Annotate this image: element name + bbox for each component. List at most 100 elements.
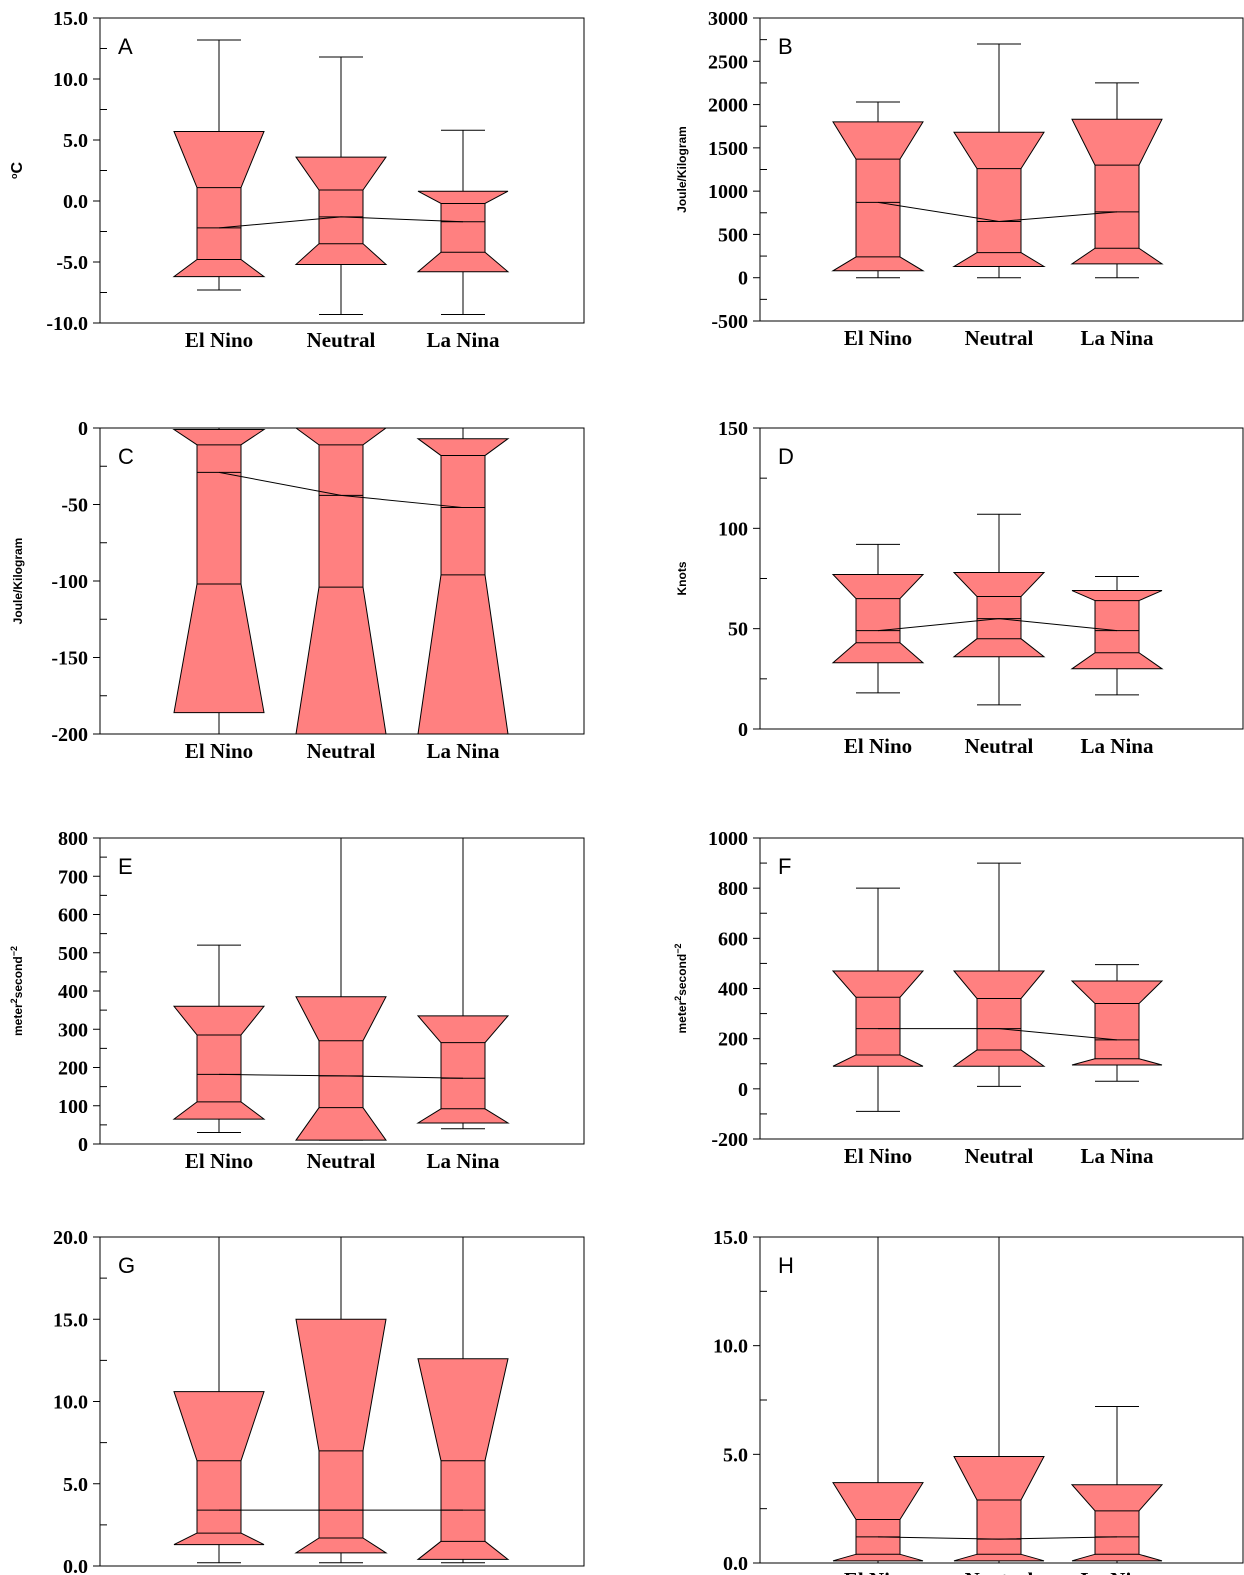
notched-box (294, 427, 388, 735)
panel-G: 0.0 5.0 10.0 15.0 20.0 G El Nino Neutral La Nina (53, 1227, 585, 1575)
y-tick-label: 0.0 (723, 1553, 748, 1575)
box-la-nina (416, 427, 510, 735)
x-category-label: El Nino (844, 326, 912, 350)
x-category-label: La Nina (1081, 1144, 1154, 1168)
x-category-label: La Nina (427, 739, 500, 763)
notched-box (831, 970, 925, 1067)
x-category-label: El Nino (844, 734, 912, 758)
notched-box (952, 970, 1046, 1067)
notched-box (831, 121, 925, 272)
x-category-label: Neutral (307, 739, 376, 763)
panel-letter: C (118, 444, 134, 469)
y-axis-label-unit: C (9, 162, 26, 174)
y-tick-label: 20.0 (53, 1227, 88, 1249)
box-la-nina (1070, 575, 1164, 696)
y-tick-label: -150 (51, 648, 88, 670)
notched-box (1070, 980, 1164, 1066)
y-tick-label: 200 (718, 1029, 748, 1051)
y-tick-label: 2500 (708, 51, 748, 73)
y-tick-label: 0 (738, 1079, 748, 1101)
y-axis-label-superscript: 2 (9, 998, 19, 1003)
box-el-nino (832, 1236, 924, 1564)
box-la-nina (416, 837, 510, 1130)
x-category-label: El Nino (844, 1144, 912, 1168)
y-tick-label: 15.0 (53, 8, 88, 30)
median-connector (877, 618, 1118, 632)
x-category-label: Neutral (965, 734, 1034, 758)
y-tick-label: 5.0 (723, 1444, 748, 1466)
y-tick-label: -50 (61, 495, 88, 517)
x-category-label: La Nina (1081, 734, 1154, 758)
x-category-label: La Nina (1081, 1568, 1154, 1575)
y-tick-label: 400 (58, 981, 88, 1003)
panel-A: -10.0 -5.0 0.0 5.0 10.0 15.0 AoC El Nino Neutral… (9, 8, 585, 352)
x-category-label: La Nina (427, 1149, 500, 1173)
y-axis-label-part: second (11, 956, 25, 998)
y-tick-label: 10.0 (53, 1392, 88, 1414)
y-tick-label: 400 (718, 979, 748, 1001)
y-axis-label: oC (9, 162, 26, 180)
y-tick-label: 1500 (708, 138, 748, 160)
y-axis-label: meter2second−2 (673, 944, 689, 1034)
notched-box (416, 190, 510, 273)
notched-box (831, 573, 925, 664)
x-category-label: El Nino (844, 1568, 912, 1575)
y-tick-label: 600 (58, 905, 88, 927)
y-tick-label: 200 (58, 1058, 88, 1080)
box-el-nino (172, 944, 266, 1134)
x-category-label: La Nina (427, 1571, 500, 1575)
y-tick-label: -500 (711, 311, 748, 333)
y-tick-label: -200 (51, 724, 88, 746)
y-tick-label: 0 (738, 268, 748, 290)
y-tick-label: 0.0 (63, 191, 88, 213)
box-la-nina (1070, 1406, 1164, 1564)
box-la-nina (1070, 964, 1164, 1082)
box-el-nino (831, 543, 925, 694)
y-tick-label: 0 (78, 418, 88, 440)
y-axis-label-part: meter (675, 1000, 689, 1033)
median-connector (218, 1073, 464, 1079)
x-category-label: La Nina (427, 328, 500, 352)
notched-box (173, 1391, 265, 1546)
y-axis-label: Knots (675, 561, 689, 595)
y-tick-label: 15.0 (53, 1309, 88, 1331)
notched-box (172, 429, 266, 714)
x-category-label: Neutral (307, 328, 376, 352)
y-tick-label: 150 (718, 418, 748, 440)
notched-box (294, 1318, 388, 1554)
box-neutral (952, 513, 1046, 706)
panel-letter: E (118, 854, 133, 879)
notched-box (172, 1005, 266, 1120)
y-axis-label-superscript: o (9, 173, 19, 179)
y-tick-label: 0 (78, 1134, 88, 1156)
y-tick-label: -10.0 (46, 313, 88, 335)
notched-box (416, 1358, 510, 1560)
box-neutral (294, 427, 388, 735)
y-axis-label: Joule/Kilogram (11, 538, 25, 625)
panel-D: 0 50 100 150 D Knots El Nino Neutral La Nina (675, 418, 1244, 758)
y-axis-label: Joule/Kilogram (675, 126, 689, 213)
box-la-nina (416, 1236, 510, 1564)
panel-H: 0.0 5.0 10.0 15.0 H El Nino Neutral La Nina (713, 1227, 1244, 1575)
notched-box (416, 438, 510, 735)
y-tick-label: 500 (58, 943, 88, 965)
x-category-label: Neutral (965, 326, 1034, 350)
y-tick-label: 0.0 (63, 1556, 88, 1575)
y-axis-label-part: second (675, 954, 689, 996)
x-category-label: El Nino (185, 1149, 253, 1173)
notched-box (1070, 118, 1164, 265)
median-connector (878, 1028, 1118, 1041)
box-el-nino (172, 427, 266, 735)
y-tick-label: 2000 (708, 95, 748, 117)
notched-box (1070, 1484, 1164, 1562)
x-category-label: La Nina (1081, 326, 1154, 350)
panel-letter: G (118, 1253, 135, 1278)
x-category-label: El Nino (185, 328, 253, 352)
panel-letter: A (118, 34, 133, 59)
median-connector (877, 201, 1118, 222)
y-tick-label: 300 (58, 1019, 88, 1041)
y-tick-label: 800 (718, 878, 748, 900)
notched-box (295, 996, 387, 1141)
median-connector (877, 1536, 1118, 1540)
